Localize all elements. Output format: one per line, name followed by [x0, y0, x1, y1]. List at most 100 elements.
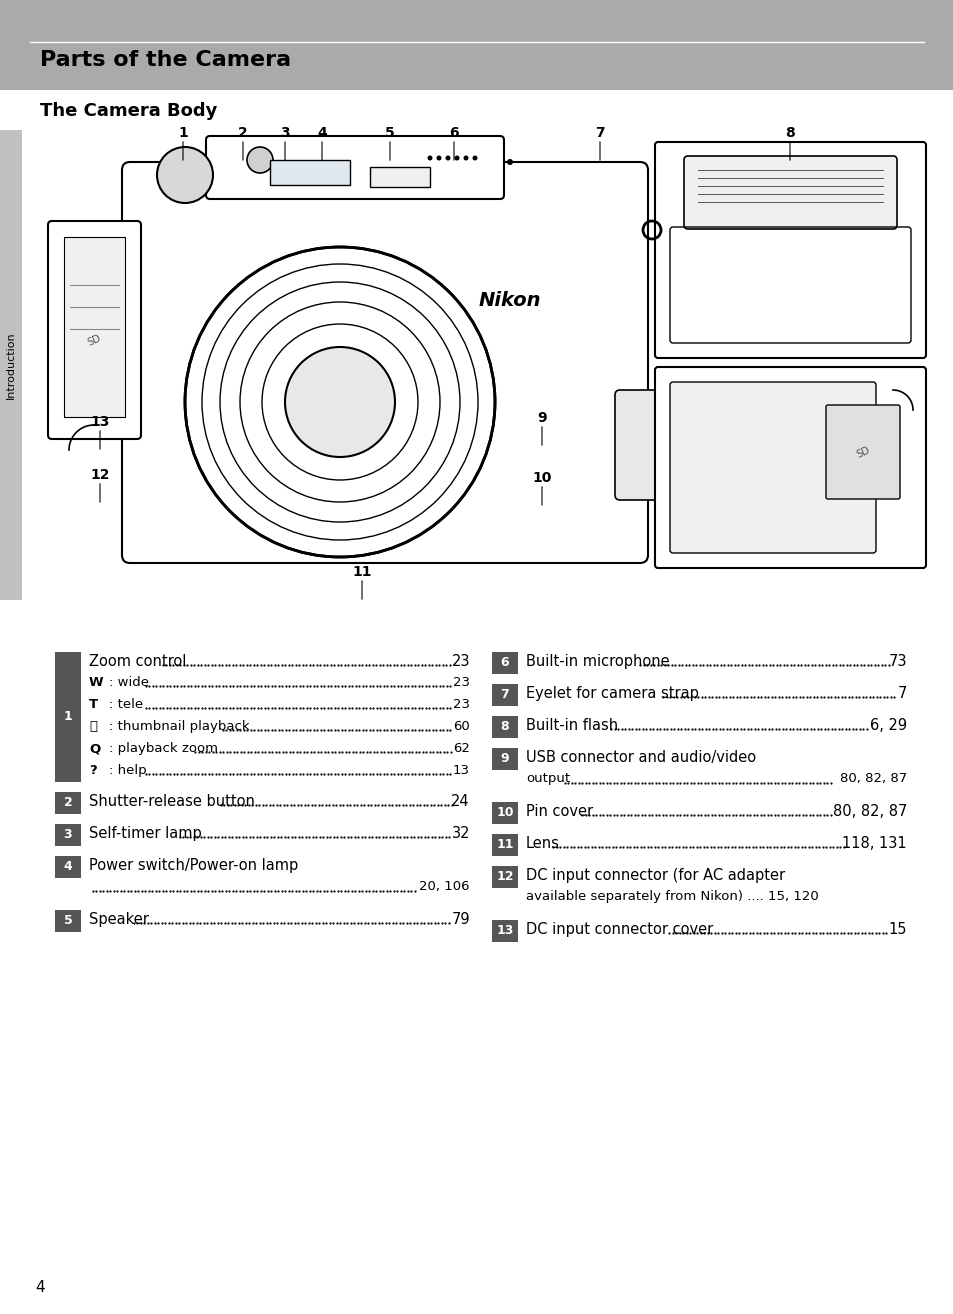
Text: DC input connector cover: DC input connector cover	[525, 922, 713, 937]
Text: 23: 23	[451, 654, 470, 669]
Text: 2: 2	[238, 126, 248, 141]
Text: Eyelet for camera strap: Eyelet for camera strap	[525, 686, 699, 700]
Text: Shutter-release button: Shutter-release button	[89, 794, 254, 809]
Bar	[0, 130, 22, 600]
Text: 32: 32	[451, 827, 470, 841]
Text: 5: 5	[64, 915, 72, 928]
Text: 10: 10	[532, 470, 551, 485]
Bar	[64, 237, 125, 417]
Text: Speaker: Speaker	[89, 912, 149, 926]
Bar	[55, 792, 81, 813]
Text: 4: 4	[316, 126, 327, 141]
Circle shape	[427, 155, 432, 160]
Text: USB connector and audio/video: USB connector and audio/video	[525, 750, 756, 765]
Bar	[492, 802, 517, 824]
Text: Built-in microphone: Built-in microphone	[525, 654, 669, 669]
Circle shape	[445, 155, 450, 160]
Text: 10: 10	[496, 807, 514, 820]
FancyBboxPatch shape	[683, 156, 896, 229]
Text: 9: 9	[537, 411, 546, 424]
Text: : playback zoom: : playback zoom	[109, 742, 218, 756]
Bar	[492, 716, 517, 738]
Text: 8: 8	[784, 126, 794, 141]
Text: 13: 13	[496, 925, 513, 937]
Bar	[370, 167, 430, 187]
Bar	[0, 0, 953, 89]
Text: Built-in flash: Built-in flash	[525, 717, 618, 733]
Bar	[492, 866, 517, 888]
Text: Lens: Lens	[525, 836, 559, 851]
Text: W: W	[89, 675, 104, 689]
Text: 11: 11	[496, 838, 514, 851]
Text: 73: 73	[887, 654, 906, 669]
Circle shape	[454, 155, 459, 160]
Text: 23: 23	[453, 675, 470, 689]
Bar	[492, 748, 517, 770]
Text: 2: 2	[64, 796, 72, 809]
Text: 7: 7	[897, 686, 906, 700]
Text: 8: 8	[500, 720, 509, 733]
Bar	[55, 824, 81, 846]
Circle shape	[157, 147, 213, 202]
Bar	[270, 160, 350, 185]
Text: 1: 1	[64, 711, 72, 724]
Text: 60: 60	[453, 720, 470, 733]
Text: 6, 29: 6, 29	[869, 717, 906, 733]
Text: Zoom control: Zoom control	[89, 654, 186, 669]
Text: 3: 3	[280, 126, 290, 141]
Text: 62: 62	[453, 742, 470, 756]
Text: 4: 4	[35, 1280, 45, 1296]
FancyBboxPatch shape	[655, 367, 925, 568]
Text: 80, 82, 87: 80, 82, 87	[832, 804, 906, 819]
Circle shape	[463, 155, 468, 160]
Text: 11: 11	[352, 565, 372, 579]
Circle shape	[285, 347, 395, 457]
Text: Q: Q	[89, 742, 100, 756]
Circle shape	[247, 147, 273, 173]
Bar	[492, 834, 517, 855]
Text: 1: 1	[178, 126, 188, 141]
Bar	[492, 920, 517, 942]
Text: Nikon: Nikon	[478, 290, 540, 310]
Text: output: output	[525, 773, 570, 784]
Text: 6: 6	[500, 657, 509, 670]
Text: 12: 12	[496, 870, 514, 883]
Text: Pin cover: Pin cover	[525, 804, 593, 819]
Text: 118, 131: 118, 131	[841, 836, 906, 851]
Text: 13: 13	[453, 763, 470, 777]
Text: 7: 7	[500, 689, 509, 702]
Text: Power switch/Power-on lamp: Power switch/Power-on lamp	[89, 858, 298, 872]
FancyBboxPatch shape	[206, 137, 503, 198]
Text: 9: 9	[500, 753, 509, 766]
FancyBboxPatch shape	[122, 162, 647, 562]
Bar	[492, 652, 517, 674]
FancyBboxPatch shape	[825, 405, 899, 499]
Circle shape	[506, 159, 513, 166]
Text: 7: 7	[595, 126, 604, 141]
Text: 20, 106: 20, 106	[419, 880, 470, 894]
Text: 24: 24	[451, 794, 470, 809]
Text: 6: 6	[449, 126, 458, 141]
FancyBboxPatch shape	[669, 382, 875, 553]
Text: Self-timer lamp: Self-timer lamp	[89, 827, 201, 841]
Text: : wide: : wide	[109, 675, 149, 689]
FancyBboxPatch shape	[48, 221, 141, 439]
Text: available separately from Nikon) .... 15, 120: available separately from Nikon) .... 15…	[525, 890, 818, 903]
Text: 3: 3	[64, 829, 72, 841]
Text: 12: 12	[91, 468, 110, 482]
Text: 4: 4	[64, 861, 72, 874]
Text: 79: 79	[451, 912, 470, 926]
FancyBboxPatch shape	[615, 390, 669, 501]
Text: DC input connector (for AC adapter: DC input connector (for AC adapter	[525, 869, 784, 883]
Text: 13: 13	[91, 415, 110, 428]
Text: ?: ?	[89, 763, 96, 777]
Text: : tele: : tele	[109, 698, 143, 711]
Text: ⬛: ⬛	[89, 720, 97, 733]
Text: 23: 23	[453, 698, 470, 711]
Text: 5: 5	[385, 126, 395, 141]
Bar	[55, 855, 81, 878]
Text: Introduction: Introduction	[6, 331, 16, 399]
Bar	[280, 166, 319, 183]
Bar	[55, 911, 81, 932]
Text: 15: 15	[887, 922, 906, 937]
